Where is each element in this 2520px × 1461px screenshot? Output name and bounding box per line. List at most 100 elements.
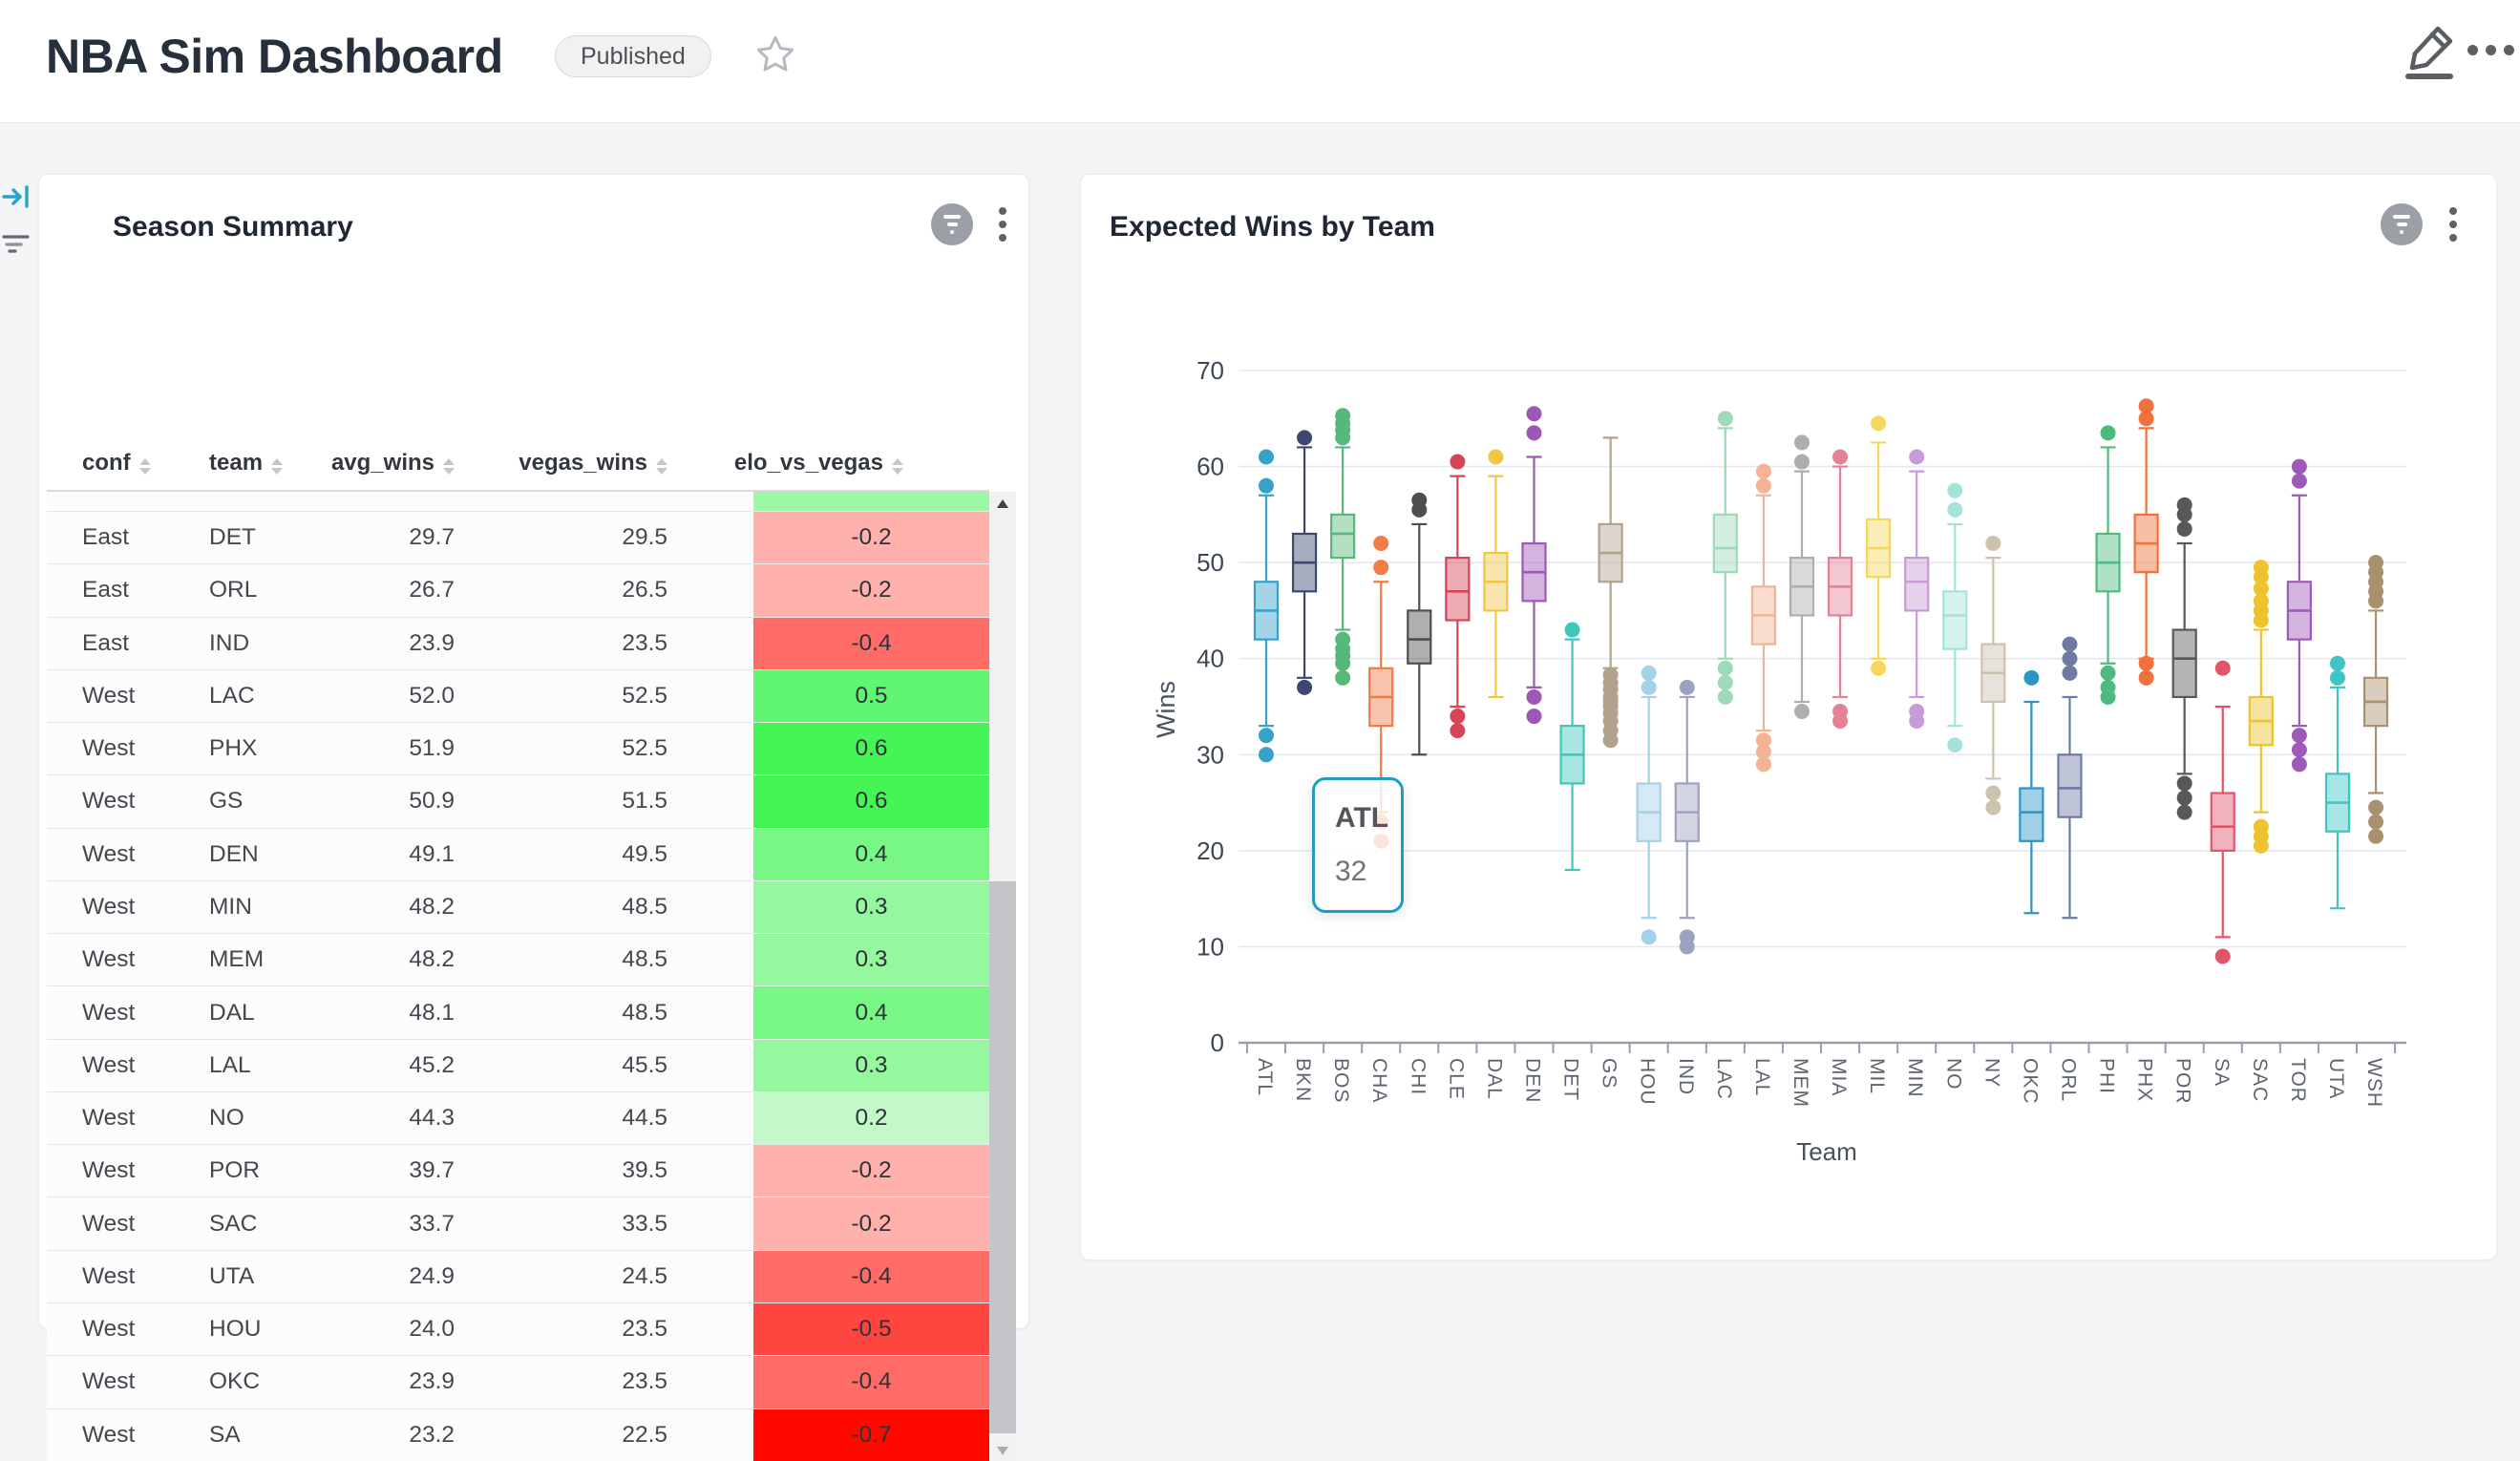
chart-filter-button[interactable] (2381, 203, 2423, 245)
box-SAC (2248, 560, 2274, 854)
svg-text:UTA: UTA (2325, 1058, 2347, 1099)
edit-pencil-icon[interactable] (2401, 21, 2464, 85)
table-row[interactable]: West GS 50.9 51.5 0.6 (47, 775, 989, 829)
cell-elo-vs-vegas: 0.3 (753, 1039, 989, 1091)
box-DET (1559, 622, 1585, 872)
cell-elo-vs-vegas: -0.2 (753, 512, 989, 564)
table-row[interactable]: West UTA 24.9 24.5 -0.4 (47, 1250, 989, 1303)
box-TOR (2286, 458, 2312, 773)
scroll-down-arrow-icon[interactable] (997, 1447, 1008, 1455)
cell-conf: West (82, 999, 136, 1026)
sort-caret-icon[interactable] (138, 458, 151, 475)
scroll-up-arrow-icon[interactable] (997, 499, 1008, 508)
rail-filter-icon[interactable] (2, 233, 31, 263)
cell-conf: West (82, 735, 136, 762)
cell-avg-wins: 39.7 (409, 1157, 455, 1184)
cell-elo-vs-vegas: 0.4 (753, 986, 989, 1039)
chart-tooltip: ATL 32 (1312, 777, 1404, 913)
table-row[interactable]: West OKC 23.9 23.5 -0.4 (47, 1356, 989, 1409)
svg-text:MIN: MIN (1904, 1058, 1926, 1098)
cell-vegas-wins: 22.5 (622, 1421, 667, 1448)
published-badge-label: Published (581, 42, 686, 70)
table-row[interactable]: West SAC 33.7 33.5 -0.2 (47, 1197, 989, 1251)
box-HOU (1636, 665, 1662, 945)
cell-elo-vs-vegas: -0.2 (753, 564, 989, 617)
box-UTA (2324, 655, 2351, 910)
col-header-team[interactable]: team (174, 434, 298, 490)
cell-avg-wins: 29.7 (409, 524, 455, 551)
table-row[interactable]: East DET 29.7 29.5 -0.2 (47, 512, 989, 565)
svg-text:SA: SA (2211, 1058, 2233, 1087)
cell-vegas-wins: 23.5 (622, 1368, 667, 1395)
table-row[interactable]: West DAL 48.1 48.5 0.4 (47, 986, 989, 1040)
table-row[interactable]: West MIN 48.2 48.5 0.3 (47, 880, 989, 935)
cell-elo-vs-vegas: 0.4 (753, 828, 989, 880)
svg-text:DET: DET (1560, 1058, 1582, 1101)
star-icon[interactable] (753, 32, 797, 81)
cell-vegas-wins: 52.5 (622, 735, 667, 762)
cell-team: NO (209, 1105, 244, 1132)
table-row[interactable]: West HOU 24.0 23.5 -0.5 (47, 1302, 989, 1357)
svg-text:MIA: MIA (1828, 1058, 1850, 1096)
table-filter-button[interactable] (931, 203, 973, 245)
box-OKC (2019, 669, 2044, 915)
svg-text:SAC: SAC (2249, 1058, 2271, 1102)
sort-caret-icon[interactable] (656, 458, 667, 475)
table-row[interactable]: West DEN 49.1 49.5 0.4 (47, 828, 989, 881)
cell-team: SA (209, 1421, 241, 1448)
table-menu-icon[interactable] (996, 205, 1009, 244)
cell-conf: West (82, 1051, 136, 1078)
table-row[interactable]: West LAC 52.0 52.5 0.5 (47, 669, 989, 724)
box-DAL (1483, 449, 1509, 699)
table-row[interactable]: West LAL 45.2 45.5 0.3 (47, 1039, 989, 1092)
box-DEN (1521, 406, 1547, 725)
col-header-avg-wins[interactable]: avg_wins (298, 434, 455, 490)
col-header-conf[interactable]: conf (47, 434, 174, 490)
svg-text:CLE: CLE (1445, 1058, 1467, 1100)
cell-conf: West (82, 1262, 136, 1289)
svg-text:WSH: WSH (2363, 1058, 2385, 1108)
box-MIA (1827, 449, 1853, 730)
table-row[interactable]: West NO 44.3 44.5 0.2 (47, 1091, 989, 1146)
table-scrollbar[interactable] (989, 492, 1016, 1461)
cell-vegas-wins: 44.5 (622, 1105, 667, 1132)
svg-text:NY: NY (1980, 1058, 2002, 1088)
cell-avg-wins: 45.2 (409, 1051, 455, 1078)
box-plot-chart[interactable]: 0 10 20 30 40 50 60 70 Wins ATL BKN BOS CHA CHI CLE DAL… (1081, 175, 2496, 1260)
cell-team: PHX (209, 735, 258, 762)
more-options-icon[interactable] (2467, 38, 2514, 61)
col-header-elo-vs-vegas[interactable]: elo_vs_vegas (734, 434, 989, 490)
cell-conf: West (82, 1105, 136, 1132)
cell-team: LAL (209, 1051, 251, 1078)
box-GS (1598, 436, 1623, 749)
expected-wins-panel: Expected Wins by Team 0 10 20 30 40 50 60 70 Win… (1080, 174, 2497, 1260)
scrollbar-thumb[interactable] (989, 881, 1016, 1433)
table-row[interactable]: West SA 23.2 22.5 -0.7 (47, 1408, 989, 1461)
svg-text:BOS: BOS (1330, 1058, 1352, 1103)
sort-caret-icon[interactable] (443, 458, 455, 475)
cell-team: IND (209, 629, 250, 656)
svg-text:CHI: CHI (1407, 1058, 1429, 1095)
sort-caret-icon[interactable] (271, 458, 284, 475)
table-row[interactable]: West PHX 51.9 52.5 0.6 (47, 723, 989, 776)
cell-conf: West (82, 682, 136, 709)
box-CLE (1445, 454, 1471, 739)
expand-sidebar-icon[interactable] (2, 183, 31, 215)
table-row[interactable]: East IND 23.9 23.5 -0.4 (47, 617, 989, 670)
cell-vegas-wins: 48.5 (622, 946, 667, 973)
sort-caret-icon[interactable] (892, 458, 903, 475)
col-header-vegas-wins[interactable]: vegas_wins (455, 434, 667, 490)
cell-team: MIN (209, 893, 252, 920)
cell-avg-wins: 49.1 (409, 840, 455, 867)
cell-vegas-wins: 48.5 (622, 999, 667, 1026)
svg-text:Team: Team (1796, 1137, 1857, 1166)
table-row-partial[interactable] (47, 492, 989, 512)
chart-menu-icon[interactable] (2446, 205, 2460, 244)
cell-avg-wins: 23.9 (409, 1368, 455, 1395)
table-row[interactable]: West POR 39.7 39.5 -0.2 (47, 1145, 989, 1198)
box-POR (2171, 497, 2197, 820)
table-row[interactable]: West MEM 48.2 48.5 0.3 (47, 934, 989, 987)
cell-conf: West (82, 1368, 136, 1395)
cell-vegas-wins: 23.5 (622, 1316, 667, 1343)
table-row[interactable]: East ORL 26.7 26.5 -0.2 (47, 564, 989, 618)
